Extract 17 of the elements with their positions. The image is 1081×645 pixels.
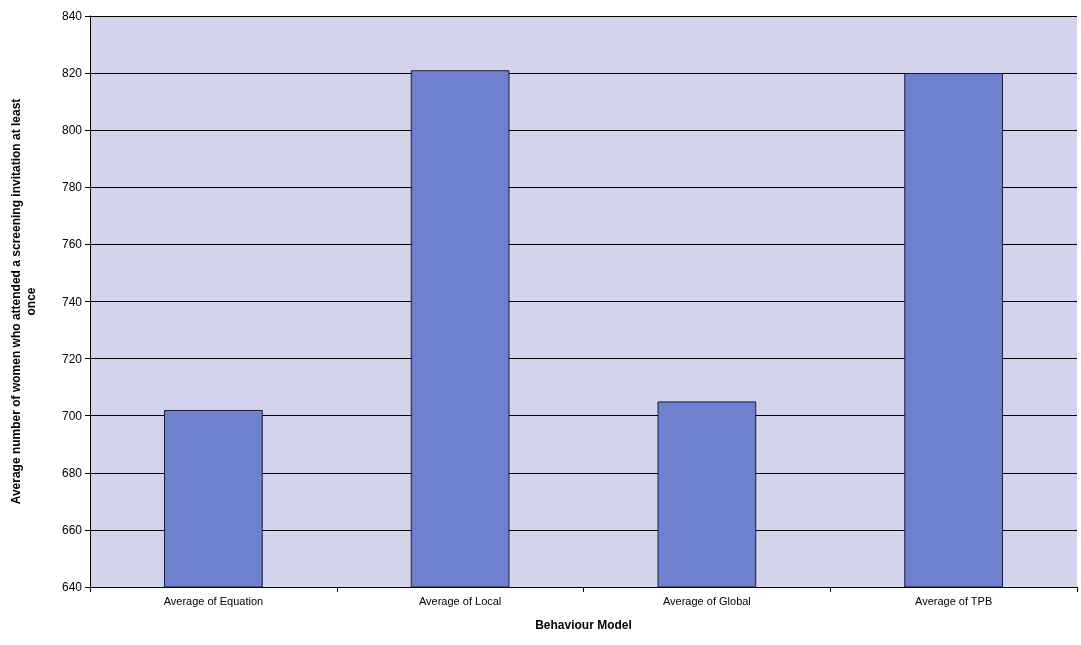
x-axis-title: Behaviour Model — [535, 618, 632, 632]
y-tick-label: 740 — [61, 294, 83, 309]
y-axis-title: Average number of women who attended a screening invitation at least once — [8, 98, 38, 505]
x-tick-label: Average of Equation — [163, 594, 264, 607]
y-tick-label: 660 — [61, 522, 83, 537]
y-tick-label: 640 — [61, 580, 83, 594]
y-tick-label: 720 — [61, 351, 83, 366]
y-tick-label: 840 — [61, 9, 83, 23]
x-tick-label: Average of Global — [662, 594, 751, 607]
y-tick-label: 780 — [61, 180, 83, 195]
x-tick-label: Average of Local — [418, 594, 502, 607]
y-tick-label: 820 — [61, 66, 83, 81]
y-tick-label: 700 — [61, 408, 83, 423]
y-tick-label: 760 — [61, 237, 83, 252]
y-tick-label: 680 — [61, 465, 83, 480]
x-tick-label: Average of TPB — [914, 594, 993, 607]
y-tick-label: 800 — [61, 123, 83, 138]
